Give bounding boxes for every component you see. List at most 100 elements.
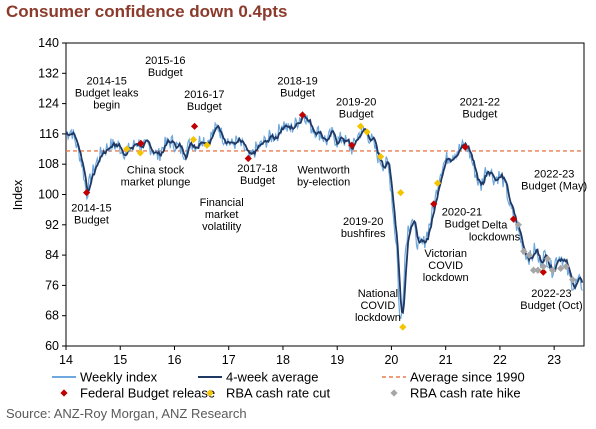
y-tick-label: 116 bbox=[39, 127, 59, 141]
annotation-line: 2021-22 bbox=[460, 96, 500, 108]
y-tick-label: 124 bbox=[38, 97, 59, 111]
rba-hike-marker bbox=[514, 221, 522, 229]
rba-cut-marker bbox=[123, 145, 131, 153]
annotation-label: Victorian COVID lockdown bbox=[423, 248, 469, 284]
rba-cut-marker bbox=[397, 189, 405, 197]
plot-frame bbox=[65, 42, 585, 347]
y-tick-label: 108 bbox=[38, 157, 59, 171]
x-tick-label: 22 bbox=[493, 353, 507, 367]
annotation-line: Delta bbox=[482, 220, 509, 232]
rba-hike-marker bbox=[539, 262, 547, 271]
annotation-line: Victorian bbox=[424, 248, 467, 260]
annotation-line: Budget bbox=[339, 108, 374, 120]
rba-hike-marker bbox=[544, 255, 552, 263]
rba-cut-marker bbox=[136, 149, 144, 157]
annotation-line: COVID bbox=[360, 300, 395, 312]
budget-release-marker bbox=[348, 141, 356, 149]
rba-hike-marker bbox=[569, 276, 577, 284]
rba-hike-marker bbox=[534, 266, 542, 274]
axes: 60 68 76 84 92 100 108 116 124 132 140 14 15 16 17 18 19… bbox=[38, 36, 585, 367]
annotation-line: lockdown bbox=[355, 312, 401, 324]
x-tick-label: 20 bbox=[384, 353, 398, 367]
rba-hike-marker bbox=[525, 251, 533, 259]
rba-hike-marker bbox=[557, 264, 565, 272]
series-lines bbox=[65, 110, 584, 320]
annotation-label: Delta lockdowns bbox=[469, 220, 521, 244]
budget-release-marker bbox=[298, 111, 307, 119]
annotation-label: National COVID lockdown bbox=[355, 288, 401, 324]
annotation-line: by-election bbox=[297, 177, 350, 189]
annotation-line: 2017-18 bbox=[237, 163, 277, 175]
x-tick-label: 18 bbox=[276, 353, 290, 367]
annotation-line: 2014-15 bbox=[71, 203, 111, 215]
budget-release-marker bbox=[83, 189, 91, 197]
x-tick-label: 16 bbox=[168, 353, 182, 367]
annotation-label: China stock market plunge bbox=[121, 165, 191, 189]
annotation-label: 2014-15 Budget leaks begin bbox=[75, 76, 139, 112]
rba-hike-marker bbox=[548, 266, 557, 274]
annotation-label: 2019-20 bushfires bbox=[341, 216, 386, 240]
annotation-line: Wentworth bbox=[297, 165, 349, 177]
rba-cut-marker bbox=[363, 128, 371, 136]
annotation-label: 2015-16 Budget bbox=[145, 55, 185, 79]
annotation-line: 2016-17 bbox=[184, 89, 224, 101]
rba-hike-marker bbox=[529, 266, 538, 274]
budget-release-marker bbox=[539, 268, 547, 276]
annotation-line: Budget bbox=[74, 215, 109, 227]
annotation-line: 2014-15 bbox=[86, 76, 126, 88]
annotation-line: bushfires bbox=[341, 228, 386, 240]
rba-cut-marker bbox=[203, 141, 211, 149]
annotation-label: 2022-23 Budget (May) bbox=[521, 168, 587, 192]
annotation-line: Budget bbox=[187, 101, 222, 113]
y-tick-label: 60 bbox=[45, 339, 59, 353]
legend-label: RBA cash rate cut bbox=[226, 386, 330, 401]
source-note: Source: ANZ-Roy Morgan, ANZ Research bbox=[6, 406, 247, 421]
budget-release-marker bbox=[244, 154, 252, 163]
annotation-line: Budget (May) bbox=[521, 180, 587, 192]
legend-label: Weekly index bbox=[80, 370, 158, 385]
legend-label: Federal Budget release bbox=[80, 386, 215, 401]
annotation-line: Budget bbox=[462, 108, 497, 120]
rba-hike-marker bbox=[562, 262, 570, 271]
annotation-line: 2019-20 bbox=[343, 216, 383, 228]
annotation-line: Budget bbox=[445, 218, 480, 230]
annotation-line: Financial bbox=[200, 197, 244, 209]
annotation-line: 2022-23 bbox=[531, 288, 571, 300]
annotation-line: lockdown bbox=[423, 272, 469, 284]
chart-title: Consumer confidence down 0.4pts bbox=[6, 2, 288, 21]
annotation-label: Wentworth by-election bbox=[297, 165, 350, 189]
y-tick-label: 76 bbox=[45, 278, 59, 292]
x-tick-label: 21 bbox=[439, 353, 453, 367]
legend-label: RBA cash rate hike bbox=[410, 386, 521, 401]
rba-cut-marker bbox=[189, 135, 198, 144]
annotation-line: 2020-21 bbox=[442, 206, 482, 218]
y-axis-label: Index bbox=[11, 179, 25, 210]
annotation-line: lockdowns bbox=[469, 232, 521, 244]
annotation-line: China stock bbox=[127, 165, 185, 177]
annotation-label: 2016-17 Budget bbox=[184, 89, 224, 113]
legend-swatch bbox=[390, 389, 398, 397]
budget-release-marker bbox=[509, 215, 518, 223]
x-tick-label: 15 bbox=[113, 353, 127, 367]
annotation-line: 2019-20 bbox=[336, 96, 376, 108]
4-week-average-line bbox=[65, 114, 584, 315]
legend-label: 4-week average bbox=[226, 370, 319, 385]
annotation-label: 2018-19 Budget bbox=[277, 76, 317, 100]
rba-cut-marker bbox=[399, 323, 407, 331]
rba-cut-marker bbox=[433, 179, 442, 187]
y-tick-label: 140 bbox=[38, 36, 59, 50]
annotation-line: National bbox=[358, 288, 398, 300]
annotation-label: 2020-21 Budget bbox=[442, 206, 482, 230]
event-markers bbox=[83, 111, 577, 331]
annotation-line: COVID bbox=[428, 260, 463, 272]
annotation-line: Budget bbox=[240, 175, 275, 187]
legend: Weekly index 4-week average Average since … bbox=[52, 370, 525, 401]
annotation-line: Budget bbox=[280, 88, 315, 100]
legend-swatch bbox=[60, 389, 68, 397]
annotation-label: Financial market volatility bbox=[200, 197, 244, 233]
x-tick-label: 14 bbox=[59, 353, 73, 367]
budget-release-marker bbox=[190, 122, 199, 130]
annotation-line: 2015-16 bbox=[145, 55, 185, 67]
